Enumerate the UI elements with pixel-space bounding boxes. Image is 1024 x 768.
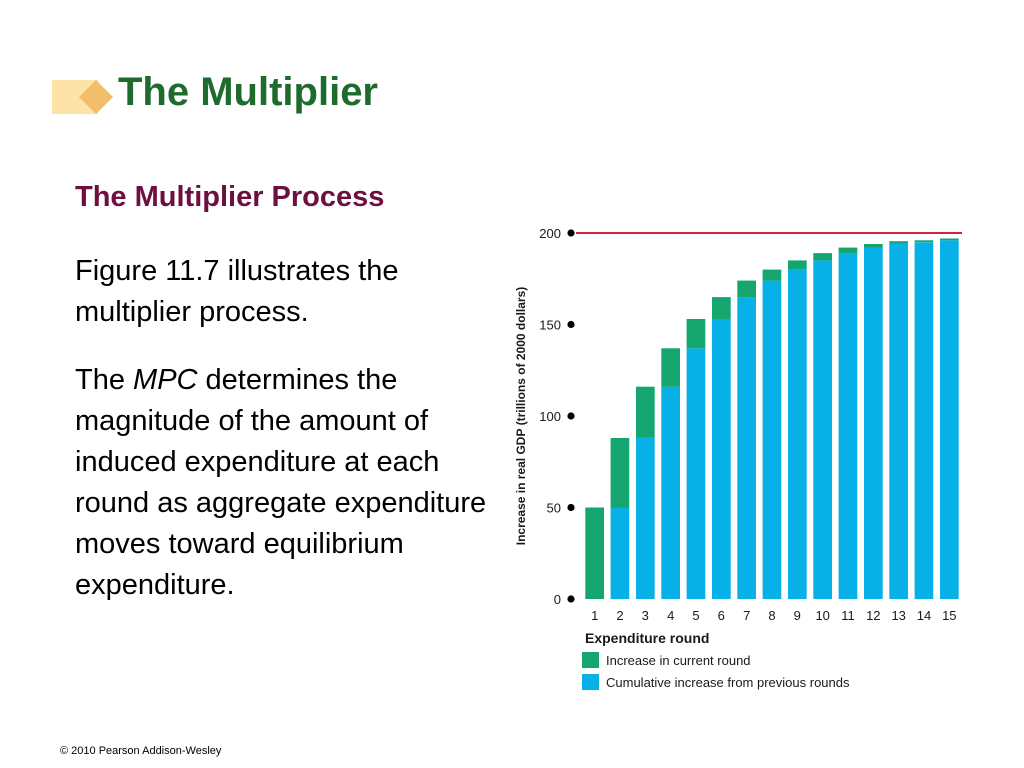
x-tick-label: 12 — [866, 608, 880, 623]
bar-current-round — [864, 244, 883, 248]
x-tick-label: 4 — [667, 608, 674, 623]
bar-current-round — [636, 386, 655, 438]
y-tick-label: 150 — [539, 318, 561, 333]
bar-cumulative — [636, 438, 655, 599]
x-tick-label: 11 — [841, 608, 855, 623]
y-tick-dot — [567, 229, 575, 237]
x-tick-label: 9 — [794, 608, 801, 623]
x-tick-label: 13 — [891, 608, 905, 623]
bar-cumulative — [940, 240, 959, 600]
x-tick-label: 3 — [642, 608, 649, 623]
y-axis-ticks: 0 50 100 150 200 — [539, 226, 575, 607]
bar-current-round — [686, 319, 706, 349]
paragraph-mpc: The MPC determines the magnitude of the … — [75, 360, 495, 606]
section-subtitle: The Multiplier Process — [75, 181, 385, 213]
legend-swatch — [582, 652, 599, 668]
bar-cumulative — [712, 319, 731, 599]
bar-current-round — [610, 438, 630, 508]
y-tick-label: 0 — [554, 592, 561, 607]
slide-title: The Multiplier — [118, 70, 378, 114]
bar-cumulative — [610, 507, 630, 599]
y-axis-label: Increase in real GDP (trillions of 2000 … — [514, 287, 528, 546]
bar-current-round — [585, 507, 604, 599]
copyright-notice: © 2010 Pearson Addison-Wesley — [60, 745, 222, 757]
bar-cumulative — [788, 269, 807, 599]
legend-label: Cumulative increase from previous rounds — [606, 675, 850, 690]
bar-current-round — [838, 247, 858, 254]
paragraph-mpc-after: determines the magnitude of the amount o… — [75, 364, 487, 601]
y-axis-label-group: Increase in real GDP (trillions of 2000 … — [514, 287, 528, 546]
multiplier-chart: Increase in real GDP (trillions of 2000 … — [514, 226, 962, 690]
legend-label: Increase in current round — [606, 653, 751, 668]
chart-legend: Increase in current round Cumulative incr… — [582, 652, 850, 690]
x-axis-ticks: 1 2 3 4 5 6 7 8 9 10 11 12 13 14 15 — [591, 608, 956, 623]
bar-cumulative — [864, 247, 883, 599]
bar-current-round — [737, 280, 756, 298]
bar-current-round — [914, 240, 934, 243]
bar-cumulative — [914, 242, 934, 599]
bar-current-round — [788, 260, 807, 270]
x-tick-label: 5 — [692, 608, 699, 623]
bar-current-round — [940, 238, 959, 241]
bar-current-round — [762, 269, 782, 281]
x-tick-label: 14 — [917, 608, 931, 623]
x-tick-label: 7 — [743, 608, 750, 623]
y-tick-dot — [567, 503, 575, 512]
bar-cumulative — [762, 280, 782, 599]
x-tick-label: 6 — [718, 608, 725, 623]
bar-cumulative — [686, 348, 706, 599]
x-tick-label: 15 — [942, 608, 956, 623]
paragraph-mpc-italic: MPC — [133, 364, 198, 396]
bars-group — [585, 238, 959, 600]
bar-cumulative — [813, 260, 832, 599]
legend-swatch — [582, 674, 599, 690]
x-tick-label: 1 — [591, 608, 598, 623]
bar-cumulative — [661, 386, 680, 599]
paragraph-figure-intro: Figure 11.7 illustrates the multiplier p… — [75, 255, 399, 328]
x-tick-label: 2 — [616, 608, 623, 623]
bar-current-round — [889, 241, 908, 244]
title-diamond-icon — [52, 80, 113, 114]
bar-current-round — [712, 297, 731, 320]
bar-cumulative — [737, 297, 756, 599]
x-tick-label: 10 — [815, 608, 829, 623]
y-tick-dot — [567, 320, 575, 329]
x-axis-label: Expenditure round — [585, 630, 709, 646]
y-tick-label: 200 — [539, 226, 561, 241]
y-tick-label: 50 — [547, 501, 561, 516]
y-tick-dot — [567, 412, 575, 420]
y-tick-dot — [567, 595, 575, 603]
bar-current-round — [661, 348, 680, 387]
x-tick-label: 8 — [768, 608, 775, 623]
y-tick-label: 100 — [539, 409, 561, 424]
paragraph-mpc-before: The — [75, 364, 134, 396]
bar-current-round — [813, 253, 832, 261]
bar-cumulative — [889, 244, 908, 599]
bar-cumulative — [838, 253, 858, 599]
